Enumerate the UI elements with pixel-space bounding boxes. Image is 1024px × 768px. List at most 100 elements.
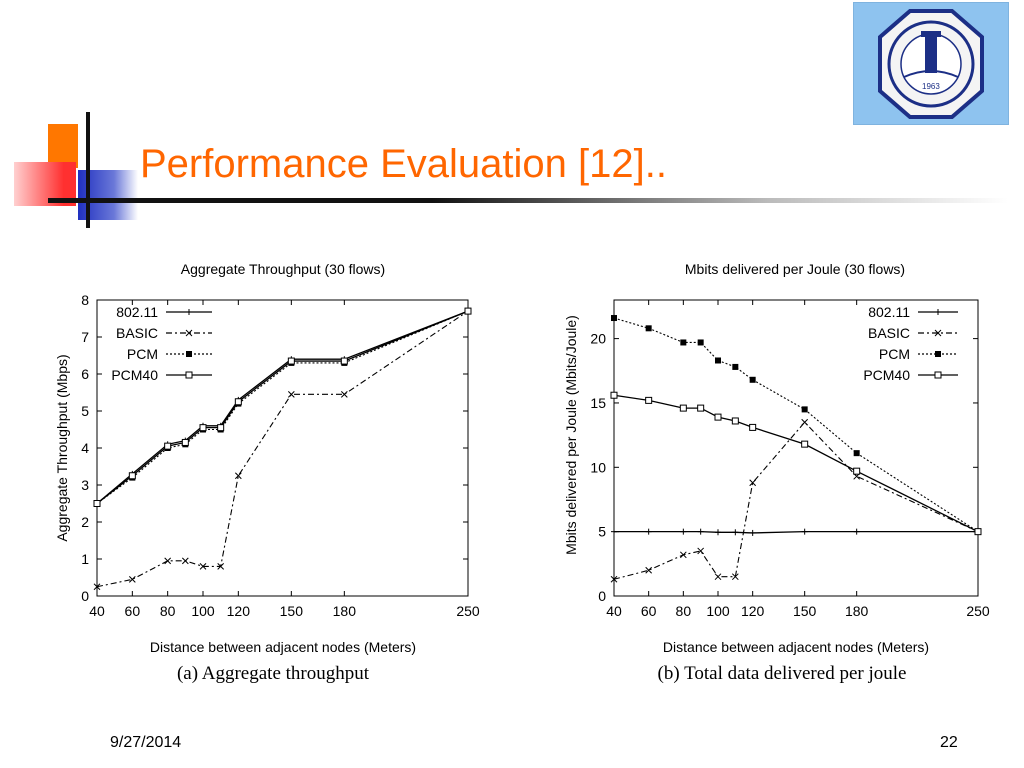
y-tick-label: 6 (81, 366, 89, 382)
y-tick-label: 7 (81, 329, 89, 345)
deco-vertical-bar (86, 112, 90, 228)
legend-label: PCM40 (111, 367, 158, 383)
data-point (181, 557, 189, 565)
legend-marker (186, 309, 192, 315)
legend-entry: PCM40 (863, 367, 958, 383)
series-line (614, 531, 978, 534)
series-pcm (611, 315, 981, 535)
legend-label: PCM40 (863, 367, 910, 383)
data-point (801, 418, 809, 426)
data-point (749, 529, 756, 536)
data-point (974, 528, 982, 536)
legend-marker (934, 329, 942, 337)
legend-label: PCM (127, 346, 158, 362)
data-point (697, 339, 704, 346)
chart-caption: (a) Aggregate throughput (177, 663, 370, 684)
y-tick-label: 15 (590, 395, 606, 411)
data-point (697, 547, 705, 555)
y-tick-label: 0 (81, 588, 89, 604)
legend-marker (185, 371, 193, 379)
footer-page-number: 22 (940, 734, 958, 751)
data-point (853, 450, 860, 457)
legend-entry: 802.11 (868, 304, 958, 320)
data-point (645, 396, 653, 404)
data-point (287, 357, 295, 365)
y-tick-label: 5 (81, 403, 89, 419)
x-tick-label: 120 (227, 603, 251, 619)
data-point (715, 529, 721, 536)
series-line (96, 310, 469, 505)
series-line (613, 421, 979, 580)
data-point (611, 528, 617, 535)
data-point (340, 357, 348, 365)
x-tick-label: 80 (160, 603, 176, 619)
series-line (613, 317, 979, 533)
series-pcm40 (610, 391, 982, 536)
data-point (731, 417, 739, 425)
data-point (164, 557, 172, 565)
series-basic (610, 418, 982, 583)
data-point (714, 413, 722, 421)
plot-frame (96, 299, 469, 597)
y-tick-label: 5 (598, 524, 606, 540)
x-tick-label: 120 (741, 603, 765, 619)
chart-aggregate-throughput: Aggregate Throughput (30 flows) 40 60 80 10… (54, 261, 480, 684)
data-point (93, 500, 101, 507)
data-point (731, 573, 739, 581)
y-tick-label: 3 (81, 477, 89, 493)
data-point (645, 566, 653, 574)
data-point (611, 315, 617, 322)
x-axis-label: Distance between adjacent nodes (Meters) (150, 639, 416, 655)
x-tick-label: 80 (676, 603, 692, 619)
x-axis-label: Distance between adjacent nodes (Meters) (663, 639, 929, 655)
slide-title: Performance Evaluation [12].. (140, 142, 667, 186)
y-axis-label: Aggregate Throughput (Mbps) (54, 354, 70, 541)
title-underline (48, 198, 1008, 203)
legend-entry: PCM (127, 346, 212, 362)
logo-year: 1963 (922, 82, 940, 91)
legend-label: BASIC (116, 325, 158, 341)
data-point (732, 529, 739, 536)
x-tick-label: 180 (845, 603, 869, 619)
data-point (164, 442, 172, 450)
data-point (749, 479, 757, 487)
university-logo: 1963 (853, 2, 1009, 125)
y-tick-label: 10 (590, 459, 606, 475)
data-point (853, 467, 861, 475)
legend-label: BASIC (868, 325, 910, 341)
series-line (96, 310, 469, 504)
y-tick-label: 0 (598, 588, 606, 604)
data-point (199, 563, 207, 570)
data-point (714, 573, 722, 581)
data-point (287, 390, 295, 398)
footer-date: 9/27/2014 (110, 734, 182, 751)
data-point (645, 528, 652, 535)
x-tick-label: 60 (641, 603, 657, 619)
x-tick-label: 40 (89, 603, 105, 619)
series-pcm40 (93, 307, 472, 507)
data-point (801, 406, 808, 413)
data-point (732, 363, 739, 370)
legend-marker (186, 351, 192, 357)
legend-label: PCM (879, 346, 910, 362)
y-tick-label: 20 (590, 331, 606, 347)
series-line (96, 310, 469, 588)
series-line (96, 310, 469, 504)
data-point (128, 575, 136, 583)
data-point (464, 307, 472, 315)
data-point (128, 472, 136, 480)
data-point (679, 404, 687, 412)
data-point (680, 528, 687, 535)
university-seal-icon: 1963 (878, 9, 984, 119)
legend-label: 802.11 (116, 304, 158, 320)
y-tick-label: 8 (81, 292, 89, 308)
legend-marker (935, 351, 941, 357)
data-point (645, 325, 652, 332)
legend-entry: 802.11 (116, 304, 212, 320)
data-point (340, 390, 348, 398)
x-tick-label: 40 (606, 603, 622, 619)
y-tick-label: 4 (81, 440, 89, 456)
x-tick-label: 100 (706, 603, 730, 619)
data-point (853, 528, 860, 535)
data-point (697, 404, 705, 412)
